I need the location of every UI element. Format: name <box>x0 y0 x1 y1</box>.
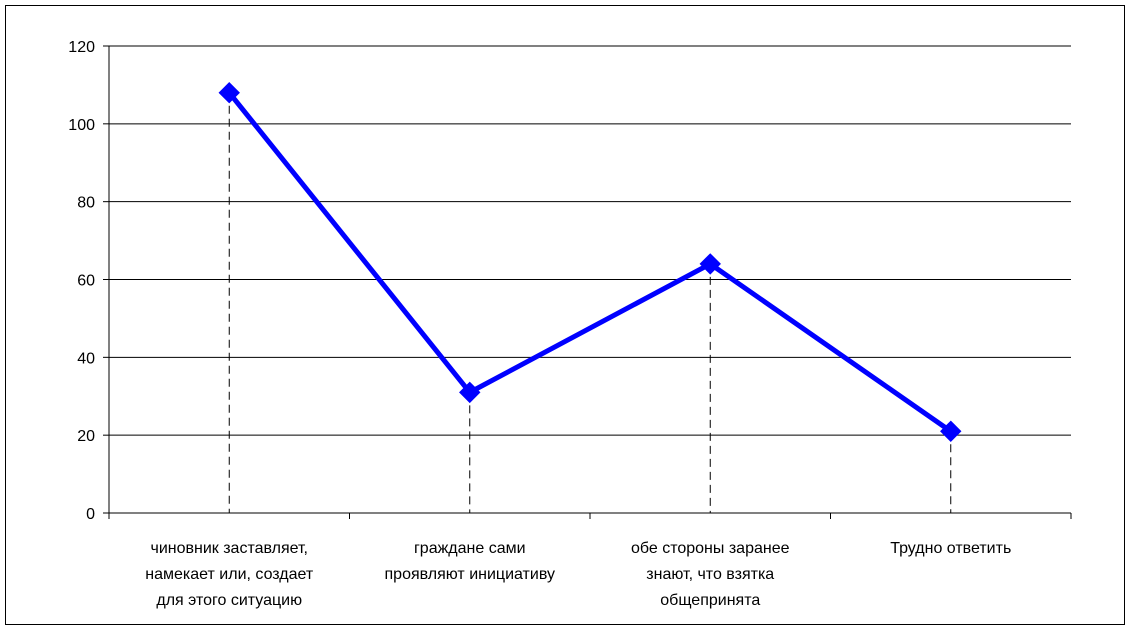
data-point-marker <box>218 81 240 104</box>
category-label-line: намекает или, создает <box>145 566 314 583</box>
series-polyline <box>226 90 954 434</box>
category-label-line: для этого ситуацию <box>156 592 302 609</box>
data-point-marker <box>459 381 481 404</box>
data-markers <box>218 81 962 442</box>
y-tick-label: 60 <box>77 273 95 290</box>
category-label: чиновник заставляет, намекает или, создае… <box>145 540 314 609</box>
data-point-marker <box>699 253 721 275</box>
category-label-line: обе стороны заранее <box>631 540 790 557</box>
axes <box>103 45 1072 519</box>
category-label-line: граждане сами <box>414 540 526 557</box>
category-label-line: чиновник заставляет, <box>150 540 308 557</box>
y-tick-label: 40 <box>77 350 95 367</box>
y-tick-label: 100 <box>68 117 95 134</box>
category-label-line: проявляют инициативу <box>385 566 555 583</box>
category-label-line: знают, что взятка <box>646 566 774 583</box>
y-tick-label: 0 <box>86 506 95 523</box>
category-label-line: общепринята <box>660 592 760 609</box>
drop-lines <box>228 92 952 513</box>
category-label-line: Трудно ответить <box>890 540 1011 557</box>
y-tick-label: 120 <box>68 39 95 56</box>
y-tick-label: 80 <box>77 195 95 212</box>
category-label: обе стороны заранее знают, что взятка обще… <box>631 540 790 609</box>
gridlines <box>109 45 1071 436</box>
category-labels: чиновник заставляет, намекает или, создае… <box>145 540 1011 609</box>
data-point-marker <box>940 420 962 442</box>
y-tick-label: 20 <box>77 428 95 445</box>
y-tick-labels: 0 20 40 60 80 100 120 <box>68 39 95 523</box>
category-label: граждане сами проявляют инициативу <box>385 540 555 583</box>
category-label: Трудно ответить <box>890 540 1011 557</box>
series-line <box>226 90 954 434</box>
chart-frame <box>5 5 1125 625</box>
